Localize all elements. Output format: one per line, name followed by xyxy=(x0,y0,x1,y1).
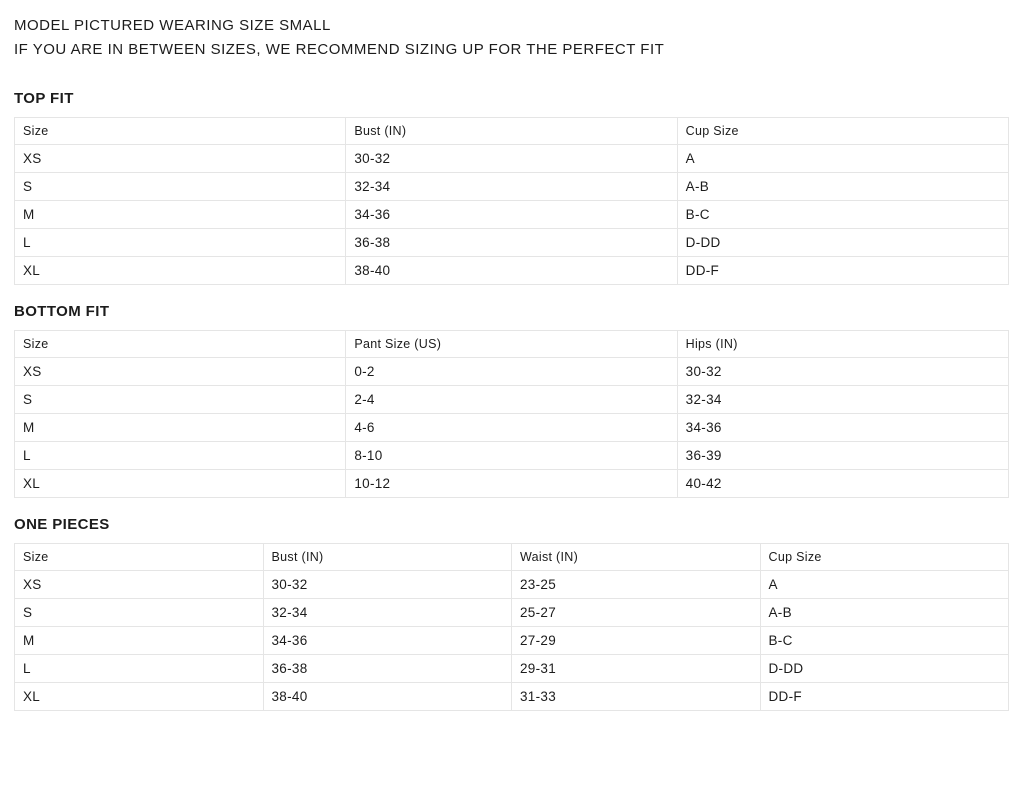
table-row: S 32-34 25-27 A-B xyxy=(15,599,1009,627)
table-row: M 34-36 B-C xyxy=(15,201,1009,229)
col-header: Waist (IN) xyxy=(512,544,761,571)
cell: 30-32 xyxy=(677,358,1008,386)
cell: 32-34 xyxy=(346,173,677,201)
table-row: S 2-4 32-34 xyxy=(15,386,1009,414)
cell: 40-42 xyxy=(677,470,1008,498)
cell: 34-36 xyxy=(346,201,677,229)
cell: XL xyxy=(15,470,346,498)
cell: 38-40 xyxy=(263,683,512,711)
cell: 31-33 xyxy=(512,683,761,711)
cell: M xyxy=(15,627,264,655)
cell: 34-36 xyxy=(677,414,1008,442)
cell: 0-2 xyxy=(346,358,677,386)
cell: XS xyxy=(15,358,346,386)
table-row: XL 38-40 DD-F xyxy=(15,257,1009,285)
col-header: Cup Size xyxy=(760,544,1009,571)
col-header: Size xyxy=(15,118,346,145)
cell: S xyxy=(15,599,264,627)
cell: B-C xyxy=(760,627,1009,655)
table-row: S 32-34 A-B xyxy=(15,173,1009,201)
intro-line-2: IF YOU ARE IN BETWEEN SIZES, WE RECOMMEN… xyxy=(14,38,1009,62)
intro-line-1: MODEL PICTURED WEARING SIZE SMALL xyxy=(14,14,1009,38)
cell: 32-34 xyxy=(263,599,512,627)
table-row: L 8-10 36-39 xyxy=(15,442,1009,470)
col-header: Bust (IN) xyxy=(346,118,677,145)
cell: XS xyxy=(15,145,346,173)
cell: DD-F xyxy=(677,257,1008,285)
cell: XL xyxy=(15,683,264,711)
cell: S xyxy=(15,173,346,201)
cell: 25-27 xyxy=(512,599,761,627)
cell: A-B xyxy=(760,599,1009,627)
cell: B-C xyxy=(677,201,1008,229)
table-row: M 4-6 34-36 xyxy=(15,414,1009,442)
table-top-fit: Size Bust (IN) Cup Size XS 30-32 A S 32-… xyxy=(14,117,1009,285)
cell: 38-40 xyxy=(346,257,677,285)
table-row: XL 10-12 40-42 xyxy=(15,470,1009,498)
cell: S xyxy=(15,386,346,414)
intro-block: MODEL PICTURED WEARING SIZE SMALL IF YOU… xyxy=(14,14,1009,62)
table-one-pieces: Size Bust (IN) Waist (IN) Cup Size XS 30… xyxy=(14,543,1009,711)
col-header: Size xyxy=(15,331,346,358)
table-row: M 34-36 27-29 B-C xyxy=(15,627,1009,655)
cell: 36-38 xyxy=(346,229,677,257)
table-header-row: Size Bust (IN) Waist (IN) Cup Size xyxy=(15,544,1009,571)
cell: M xyxy=(15,201,346,229)
cell: L xyxy=(15,229,346,257)
table-row: XS 30-32 23-25 A xyxy=(15,571,1009,599)
section-title-bottom-fit: BOTTOM FIT xyxy=(14,303,1009,320)
cell: 30-32 xyxy=(346,145,677,173)
section-title-one-pieces: ONE PIECES xyxy=(14,516,1009,533)
table-row: XS 30-32 A xyxy=(15,145,1009,173)
table-header-row: Size Pant Size (US) Hips (IN) xyxy=(15,331,1009,358)
cell: XS xyxy=(15,571,264,599)
cell: D-DD xyxy=(760,655,1009,683)
table-row: XL 38-40 31-33 DD-F xyxy=(15,683,1009,711)
col-header: Cup Size xyxy=(677,118,1008,145)
col-header: Hips (IN) xyxy=(677,331,1008,358)
table-row: XS 0-2 30-32 xyxy=(15,358,1009,386)
cell: 27-29 xyxy=(512,627,761,655)
cell: 36-38 xyxy=(263,655,512,683)
cell: D-DD xyxy=(677,229,1008,257)
cell: A xyxy=(677,145,1008,173)
cell: DD-F xyxy=(760,683,1009,711)
cell: 23-25 xyxy=(512,571,761,599)
table-header-row: Size Bust (IN) Cup Size xyxy=(15,118,1009,145)
table-row: L 36-38 D-DD xyxy=(15,229,1009,257)
cell: L xyxy=(15,655,264,683)
cell: 30-32 xyxy=(263,571,512,599)
col-header: Bust (IN) xyxy=(263,544,512,571)
cell: M xyxy=(15,414,346,442)
col-header: Pant Size (US) xyxy=(346,331,677,358)
table-row: L 36-38 29-31 D-DD xyxy=(15,655,1009,683)
section-title-top-fit: TOP FIT xyxy=(14,90,1009,107)
cell: 8-10 xyxy=(346,442,677,470)
cell: A-B xyxy=(677,173,1008,201)
cell: L xyxy=(15,442,346,470)
cell: 32-34 xyxy=(677,386,1008,414)
table-bottom-fit: Size Pant Size (US) Hips (IN) XS 0-2 30-… xyxy=(14,330,1009,498)
cell: 29-31 xyxy=(512,655,761,683)
cell: 2-4 xyxy=(346,386,677,414)
col-header: Size xyxy=(15,544,264,571)
cell: 34-36 xyxy=(263,627,512,655)
cell: 10-12 xyxy=(346,470,677,498)
cell: 36-39 xyxy=(677,442,1008,470)
cell: XL xyxy=(15,257,346,285)
cell: A xyxy=(760,571,1009,599)
cell: 4-6 xyxy=(346,414,677,442)
